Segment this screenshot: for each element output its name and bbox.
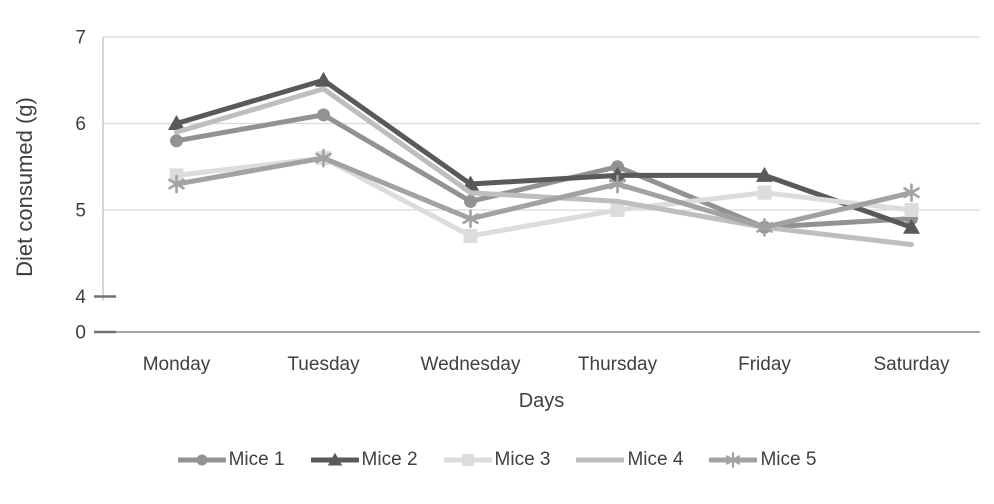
x-axis-title: Days bbox=[518, 390, 565, 412]
marker-mice-1-thursday bbox=[611, 160, 624, 174]
x-tick-label-tuesday: Tuesday bbox=[287, 354, 360, 375]
x-tick-label-monday: Monday bbox=[143, 354, 211, 375]
marker-mice-3-wednesday bbox=[463, 228, 478, 243]
legend-label-mice-1: Mice 1 bbox=[228, 449, 285, 470]
series-mice-4 bbox=[174, 86, 914, 248]
marker-mice-3-friday bbox=[757, 185, 772, 200]
legend-label-mice-3: Mice 3 bbox=[494, 449, 551, 470]
legend-marker-mice-3-icon bbox=[461, 454, 474, 466]
y-tick-label-7: 7 bbox=[75, 28, 86, 49]
series-mice-1 bbox=[170, 108, 918, 234]
legend-swatch-mice-5-icon bbox=[709, 452, 758, 468]
legend-item-mice-5: Mice 5 bbox=[709, 449, 816, 471]
x-tick-label-thursday: Thursday bbox=[578, 354, 658, 375]
y-tick-label-6: 6 bbox=[75, 114, 86, 135]
legend-item-mice-1: Mice 1 bbox=[177, 449, 285, 471]
x-tick-label-friday: Friday bbox=[738, 354, 791, 375]
legend-marker-mice-5-icon bbox=[726, 452, 741, 468]
series-line-mice-4 bbox=[174, 86, 914, 248]
marker-mice-5-tuesday bbox=[315, 148, 332, 168]
marker-mice-2-thursday bbox=[609, 166, 626, 182]
marker-mice-2-monday bbox=[168, 115, 185, 130]
legend: Mice 1 Mice 2 Mice 3 Mice 4 Mice 5 bbox=[0, 449, 994, 471]
legend-marker-mice-1-icon bbox=[196, 454, 208, 466]
legend-swatch-mice-2-icon bbox=[310, 452, 359, 466]
marker-mice-5-friday bbox=[756, 218, 773, 237]
y-tick-label-0: 0 bbox=[75, 323, 86, 344]
marker-mice-2-saturday bbox=[903, 218, 920, 234]
plot-area: 7 6 5 4 0 Monday Tuesday Wednesday Thursday Frida… bbox=[75, 28, 980, 375]
marker-mice-5-thursday bbox=[609, 174, 626, 194]
legend-item-mice-3: Mice 3 bbox=[443, 449, 551, 471]
x-tick-label-wednesday: Wednesday bbox=[421, 354, 521, 375]
legend-item-mice-4: Mice 4 bbox=[576, 449, 683, 471]
marker-mice-3-thursday bbox=[610, 203, 625, 217]
legend-marker-mice-2-icon bbox=[327, 452, 342, 466]
y-tick-label-4: 4 bbox=[75, 287, 86, 308]
legend-label-mice-2: Mice 2 bbox=[361, 449, 418, 470]
marker-mice-5-wednesday bbox=[462, 209, 479, 228]
legend-swatch-mice-4-icon bbox=[576, 457, 625, 463]
marker-mice-5-saturday bbox=[903, 183, 920, 202]
marker-mice-5-monday bbox=[168, 174, 185, 194]
series-line-mice-1 bbox=[174, 112, 914, 230]
marker-mice-1-monday bbox=[170, 134, 183, 148]
marker-mice-2-friday bbox=[756, 166, 773, 182]
marker-mice-2-tuesday bbox=[315, 71, 332, 87]
marker-mice-1-tuesday bbox=[317, 108, 330, 122]
legend-swatch-mice-3-icon bbox=[443, 454, 492, 466]
series-line-mice-5 bbox=[174, 155, 914, 230]
marker-mice-1-wednesday bbox=[464, 194, 477, 208]
legend-label-mice-5: Mice 5 bbox=[760, 449, 817, 470]
legend-label-mice-4: Mice 4 bbox=[627, 449, 684, 470]
x-tick-label-saturday: Saturday bbox=[873, 354, 950, 375]
legend-swatch-mice-1-icon bbox=[177, 454, 226, 466]
legend-item-mice-2: Mice 2 bbox=[310, 449, 418, 471]
marker-mice-3-saturday bbox=[904, 203, 919, 217]
y-tick-label-5: 5 bbox=[75, 201, 86, 222]
series-line-mice-2 bbox=[174, 77, 914, 230]
series-mice-5 bbox=[168, 148, 920, 237]
